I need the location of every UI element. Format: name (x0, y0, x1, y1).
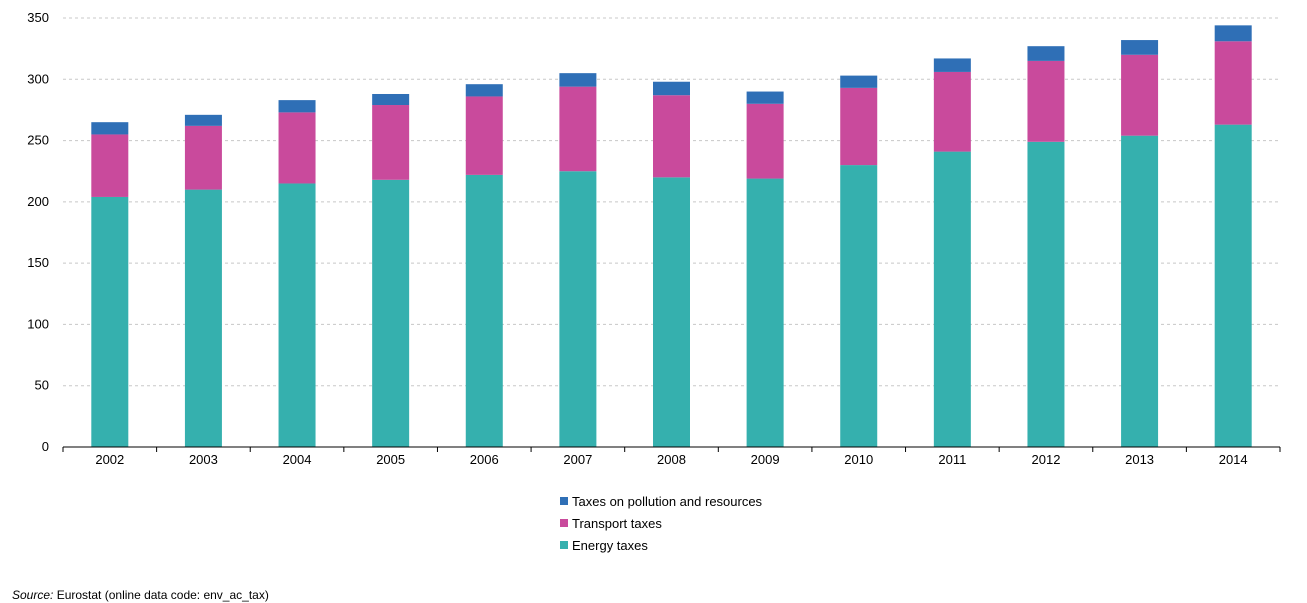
legend-label: Energy taxes (572, 537, 648, 553)
y-tick-label: 0 (42, 439, 49, 454)
x-tick-label: 2008 (657, 452, 686, 467)
bar-segment (840, 165, 878, 448)
bar-segment (278, 100, 316, 113)
x-tick-label: 2007 (563, 452, 592, 467)
bar-segment (278, 183, 316, 447)
bar-segment (91, 196, 129, 447)
y-tick-label: 200 (27, 194, 49, 209)
bar-segment (559, 73, 597, 87)
bar-segment (1214, 41, 1252, 125)
bar-segment (465, 84, 503, 97)
bar-segment (933, 71, 971, 152)
y-tick-label: 250 (27, 133, 49, 148)
x-tick-label: 2012 (1032, 452, 1061, 467)
legend-item: Transport taxes (560, 512, 762, 534)
bar-segment (840, 75, 878, 88)
y-tick-label: 300 (27, 71, 49, 86)
bar-segment (653, 95, 690, 178)
legend-swatch (560, 497, 568, 505)
legend-swatch (560, 541, 568, 549)
legend-label: Taxes on pollution and resources (572, 493, 763, 509)
y-tick-label: 50 (35, 378, 49, 393)
bar-segment (1121, 54, 1159, 136)
legend-item: Energy taxes (560, 534, 762, 556)
bar-segment (746, 178, 784, 447)
bar-segment (559, 171, 597, 447)
legend-swatch (560, 519, 568, 527)
x-tick-label: 2003 (189, 452, 218, 467)
bar-segment (653, 177, 690, 448)
y-tick-labels: 0 50 100 150 200 250 300 350 (27, 10, 49, 454)
x-tick-label: 2010 (844, 452, 873, 467)
bar-segment (465, 174, 503, 448)
bar-segment (1027, 60, 1065, 142)
bar-segment (559, 86, 597, 172)
bar-segment (840, 87, 878, 166)
x-tick-label: 2005 (376, 452, 405, 467)
bar-segment (1027, 46, 1065, 61)
x-tick-label: 2014 (1219, 452, 1248, 467)
x-tick-label: 2009 (751, 452, 780, 467)
bar-segment (1027, 141, 1065, 447)
y-tick-label: 100 (27, 316, 49, 331)
bar-segment (746, 91, 784, 104)
bar-segment (184, 189, 222, 447)
source-text: Eurostat (online data code: env_ac_tax) (56, 588, 269, 602)
legend: Taxes on pollution and resources Transpor… (560, 490, 762, 556)
x-tick-label: 2002 (95, 452, 124, 467)
bar-segment (372, 179, 410, 447)
x-tick-label: 2006 (470, 452, 499, 467)
legend-item: Taxes on pollution and resources (560, 490, 762, 512)
bar-segment (933, 58, 971, 72)
bar-segment (465, 96, 503, 175)
axes (62, 446, 1281, 452)
x-tick-label: 2011 (938, 452, 966, 467)
bar-segment (91, 134, 129, 197)
bar-segment (278, 112, 316, 184)
bar-segment (1214, 25, 1252, 42)
source-label: Source: (12, 588, 54, 602)
y-tick-label: 150 (27, 255, 49, 270)
y-tick-label: 350 (27, 10, 49, 25)
x-tick-label: 2013 (1125, 452, 1154, 467)
bar-segment (746, 103, 784, 179)
x-tick-label: 2004 (283, 452, 312, 467)
bar-segment (372, 93, 410, 106)
bar-segment (653, 81, 690, 96)
bar-segment (372, 105, 410, 180)
bar-segment (184, 114, 222, 126)
x-tick-labels: 2002 2003 2004 2005 2006 2007 2008 2009 2010 2011… (95, 452, 1247, 467)
bar-segment (184, 125, 222, 190)
source-note: Source: Eurostat (online data code: env_… (12, 588, 269, 602)
bar-segment (1121, 40, 1159, 55)
bars (91, 25, 1252, 448)
bar-segment (91, 122, 129, 135)
bar-segment (933, 151, 971, 448)
bar-segment (1121, 135, 1159, 447)
bar-segment (1214, 124, 1252, 447)
legend-label: Transport taxes (572, 515, 662, 531)
